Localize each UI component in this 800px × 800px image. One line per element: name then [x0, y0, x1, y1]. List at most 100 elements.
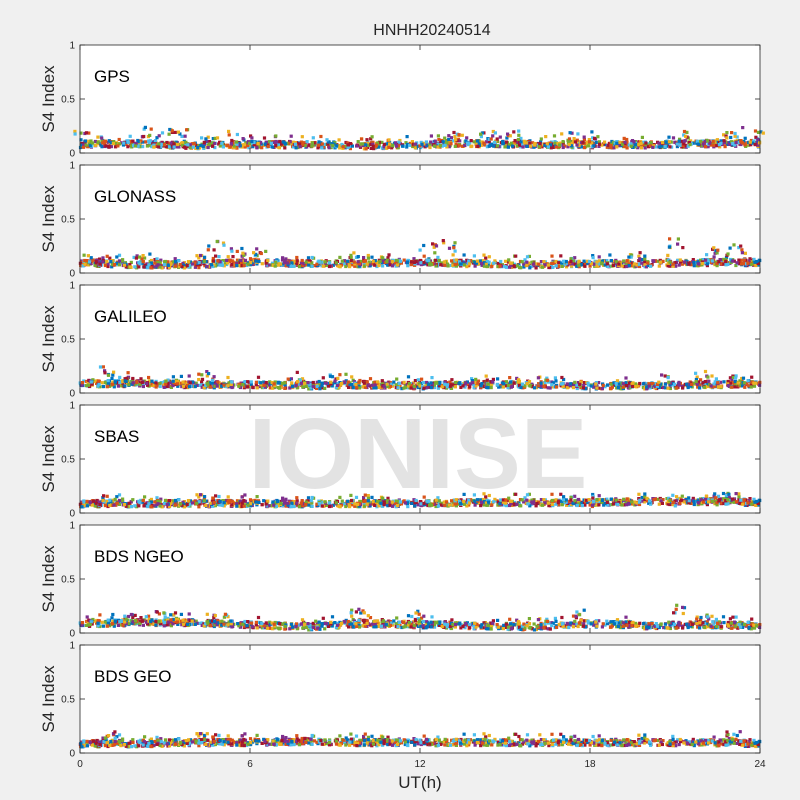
data-point: [469, 139, 473, 143]
data-point: [717, 260, 721, 264]
data-point: [640, 261, 644, 265]
data-point: [572, 259, 576, 263]
data-point: [436, 380, 440, 385]
data-point: [86, 383, 91, 387]
data-point: [568, 140, 572, 144]
data-point: [581, 386, 585, 390]
data-point: [182, 266, 186, 270]
data-point: [721, 491, 726, 496]
data-point: [235, 264, 239, 268]
data-point: [183, 134, 187, 138]
data-point: [516, 137, 520, 142]
data-point: [357, 380, 361, 384]
data-point: [427, 382, 431, 387]
data-point: [322, 381, 326, 385]
data-point: [453, 144, 457, 148]
data-point: [625, 264, 629, 269]
data-point: [573, 380, 577, 384]
data-point: [525, 382, 529, 386]
data-point: [160, 142, 164, 146]
data-point: [370, 255, 374, 259]
data-point: [429, 381, 433, 385]
data-point: [135, 505, 139, 509]
data-point: [106, 381, 110, 385]
data-point: [463, 385, 467, 389]
data-point: [331, 143, 335, 148]
data-point: [350, 375, 354, 379]
data-point: [597, 497, 601, 502]
data-point: [480, 263, 484, 267]
data-point: [546, 263, 550, 267]
data-point: [294, 384, 298, 388]
data-point: [573, 382, 577, 386]
data-point: [600, 259, 604, 263]
data-point: [163, 259, 168, 264]
data-point: [396, 259, 400, 263]
data-point: [451, 503, 455, 507]
data-point: [752, 384, 757, 388]
data-point: [355, 385, 359, 389]
data-point: [106, 379, 110, 383]
data-point: [482, 385, 486, 389]
data-point: [292, 145, 296, 149]
data-point: [176, 130, 180, 134]
data-point: [434, 258, 438, 262]
data-point: [377, 263, 381, 268]
data-point: [565, 261, 569, 266]
data-point: [472, 254, 476, 258]
data-point: [661, 141, 665, 145]
data-point: [509, 264, 513, 268]
data-point: [175, 382, 180, 386]
data-point: [213, 382, 217, 387]
data-point: [286, 261, 290, 265]
data-point: [722, 257, 726, 261]
data-point: [461, 384, 465, 388]
data-point: [281, 256, 285, 260]
data-point: [743, 142, 747, 146]
data-point: [326, 142, 330, 146]
data-point: [534, 266, 538, 270]
data-point: [625, 137, 629, 142]
data-point: [532, 386, 537, 390]
data-point: [346, 380, 350, 384]
data-point: [561, 259, 565, 263]
data-point: [336, 383, 340, 387]
data-point: [454, 264, 458, 268]
data-point: [240, 143, 245, 147]
data-point: [597, 140, 601, 144]
data-point: [733, 143, 737, 147]
data-point: [350, 383, 354, 387]
data-point: [138, 255, 142, 259]
data-point: [666, 253, 670, 257]
data-point: [527, 254, 531, 258]
data-point: [154, 381, 158, 385]
data-point: [690, 382, 694, 386]
data-point: [413, 379, 417, 383]
data-point: [130, 145, 134, 149]
data-point: [731, 259, 735, 263]
data-point: [149, 127, 153, 131]
data-point: [373, 383, 377, 387]
data-point: [701, 261, 705, 266]
data-point: [263, 142, 267, 146]
data-point: [167, 504, 172, 508]
data-point: [179, 141, 183, 145]
data-point: [624, 501, 628, 505]
data-point: [162, 385, 166, 389]
data-point: [250, 136, 254, 140]
data-point: [117, 137, 121, 142]
data-point: [312, 141, 316, 145]
data-point: [610, 385, 614, 389]
data-point: [492, 144, 496, 148]
data-point: [664, 142, 668, 146]
data-point: [553, 376, 557, 380]
data-point: [432, 381, 436, 385]
data-point: [113, 380, 117, 384]
data-point: [204, 260, 208, 264]
data-point: [487, 144, 491, 148]
data-point: [638, 257, 642, 261]
data-point: [561, 145, 565, 150]
data-point: [493, 259, 497, 263]
data-point: [473, 380, 477, 384]
data-point: [692, 264, 696, 268]
